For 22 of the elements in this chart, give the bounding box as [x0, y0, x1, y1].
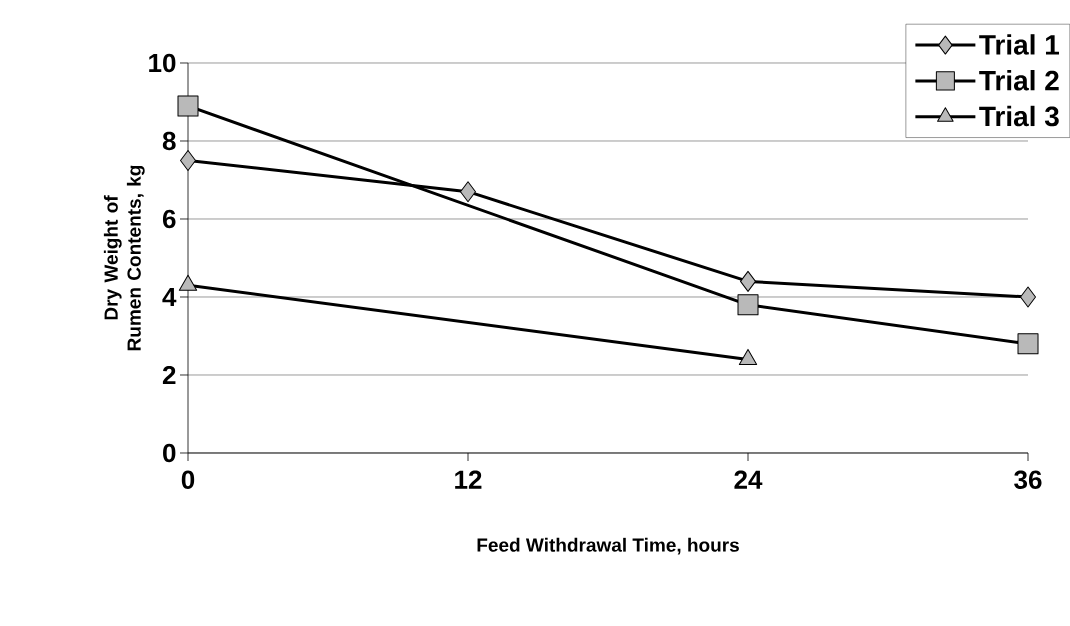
x-tick-label: 0 — [181, 470, 195, 489]
y-tick-label: 10 — [149, 53, 176, 73]
x-tick-label: 36 — [1014, 470, 1042, 489]
x-axis-title: Feed Withdrawal Time, hours — [477, 537, 739, 555]
y-tick-label: 0 — [163, 443, 176, 463]
x-tick-label: 12 — [455, 470, 482, 489]
y-axis-title: Dry Weight of Rumen Contents, kg — [103, 165, 145, 351]
legend-label: Trial 3 — [979, 105, 1059, 127]
point — [460, 181, 476, 203]
y-tick-label: 4 — [162, 288, 177, 306]
point — [737, 294, 759, 316]
x-tick-label: 24 — [734, 470, 763, 489]
point — [740, 270, 757, 292]
legend-label: Trial 2 — [979, 69, 1059, 91]
point — [177, 95, 199, 117]
legend-label: Trial 1 — [979, 34, 1060, 55]
point — [180, 150, 196, 171]
y-tick-label: 2 — [162, 365, 176, 385]
point — [1017, 333, 1039, 355]
point — [1020, 286, 1037, 308]
y-tick-label: 6 — [162, 209, 176, 229]
y-tick-label: 8 — [162, 131, 176, 151]
